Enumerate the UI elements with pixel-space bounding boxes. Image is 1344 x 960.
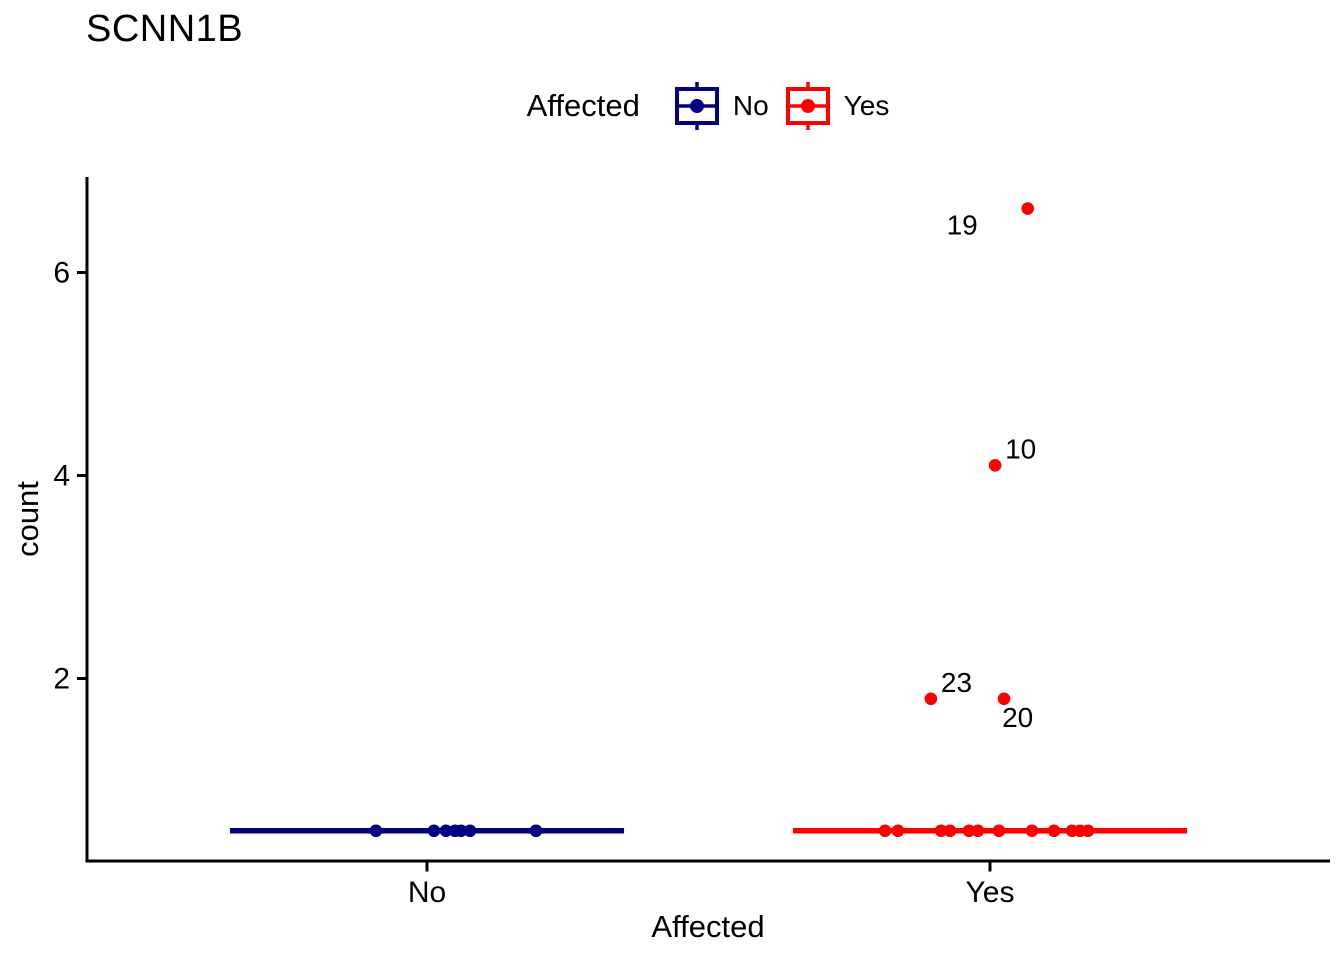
point-label-20: 20 (1002, 702, 1033, 733)
y-tick-label: 4 (53, 460, 70, 493)
data-point-yes (1025, 824, 1039, 838)
data-point-yes (971, 824, 985, 838)
legend: Affected No Yes (86, 78, 1330, 134)
data-point-yes (1021, 202, 1035, 215)
data-point-yes (992, 824, 1006, 838)
boxplot-key-no-icon (674, 82, 719, 130)
data-point-yes (997, 692, 1011, 706)
data-point-yes (962, 824, 976, 838)
plot-title: SCNN1B (86, 8, 244, 50)
boxplot-key-yes-icon (785, 82, 830, 130)
data-point-no (454, 824, 468, 838)
data-point-no (529, 824, 543, 838)
data-point-yes (934, 824, 948, 838)
y-tick-label: 2 (53, 663, 70, 696)
data-point-yes (988, 459, 1002, 472)
point-label-23: 23 (941, 667, 972, 698)
data-point-yes (943, 824, 957, 838)
y-tick-label: 6 (53, 257, 70, 290)
data-point-no (427, 824, 441, 838)
legend-label-yes: Yes (843, 90, 890, 121)
point-label-19: 19 (947, 210, 978, 241)
key-point (689, 99, 704, 113)
legend-item-no: No (674, 80, 769, 132)
legend-title: Affected (526, 88, 640, 123)
data-point-yes (1081, 824, 1095, 838)
data-point-yes (878, 824, 892, 838)
y-axis-title: count (10, 481, 45, 557)
key-point (800, 99, 815, 113)
legend-item-yes: Yes (785, 80, 890, 132)
data-point-no (369, 824, 383, 838)
x-tick-label: No (408, 876, 446, 909)
legend-label-no: No (732, 90, 769, 121)
point-label-10: 10 (1005, 433, 1036, 464)
data-point-yes (891, 824, 905, 838)
x-tick-label: Yes (966, 876, 1015, 909)
data-point-no (439, 824, 453, 838)
data-point-yes (1047, 824, 1061, 838)
data-point-yes (924, 692, 938, 706)
data-point-no (463, 824, 477, 838)
x-axis-title: Affected (651, 909, 764, 944)
